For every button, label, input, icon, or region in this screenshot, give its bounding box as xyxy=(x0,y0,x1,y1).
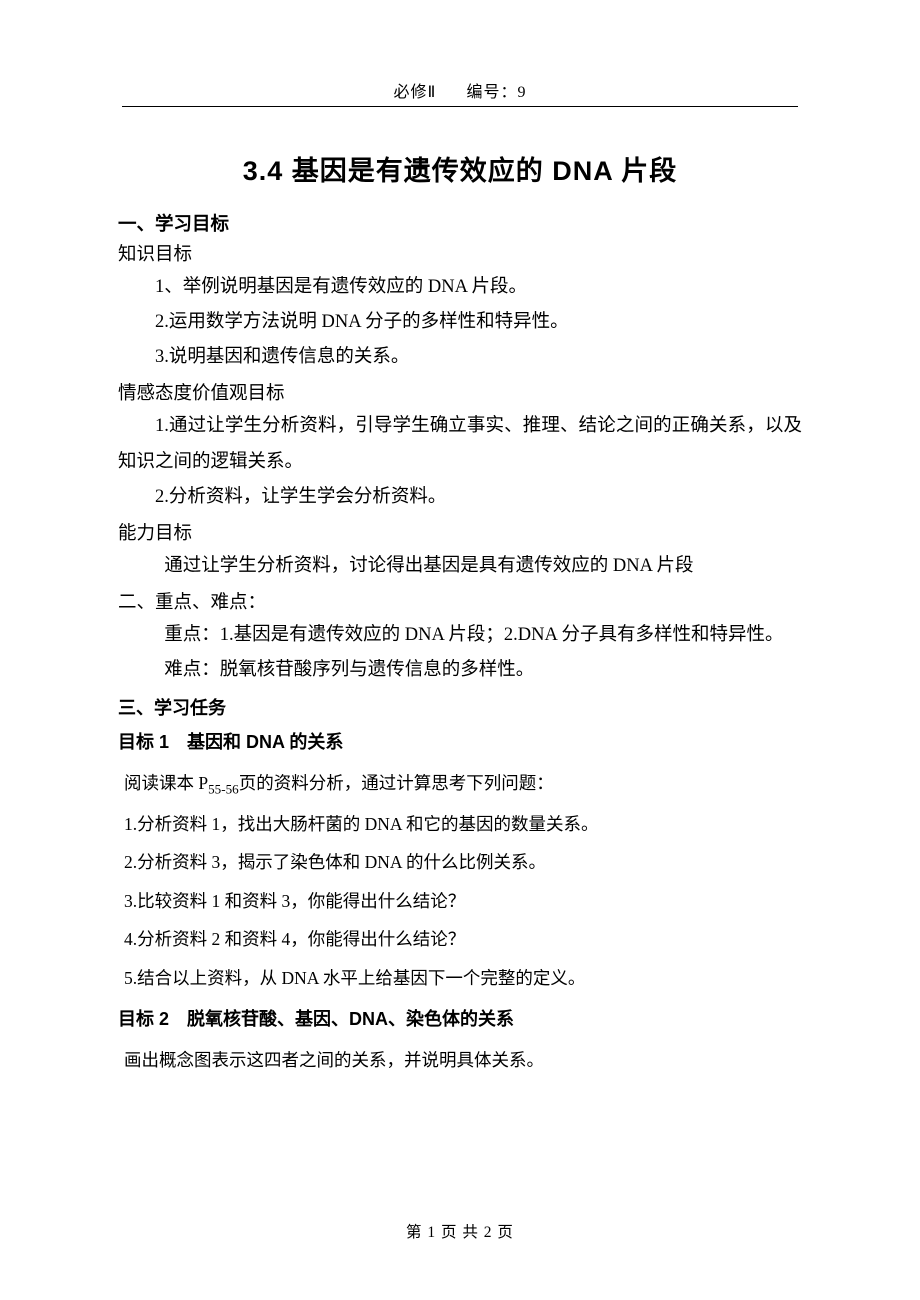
header-number: 编号：9 xyxy=(466,84,526,101)
section-3-heading: 三、学习任务 xyxy=(118,694,802,720)
goal-1-intro-post: 页的资料分析，通过计算思考下列问题： xyxy=(239,773,554,793)
affect-item-1: 1.通过让学生分析资料，引导学生确立事实、推理、结论之间的正确关系，以及知识之间… xyxy=(118,409,802,479)
goal-1-intro-sub: 55-56 xyxy=(208,782,239,797)
ability-text: 通过让学生分析资料，讨论得出基因是具有遗传效应的 DNA 片段 xyxy=(118,549,802,584)
page-footer: 第 1 页 共 2 页 xyxy=(0,1220,920,1242)
goal-1-item-2: 2.分析资料 3，揭示了染色体和 DNA 的什么比例关系。 xyxy=(124,843,802,882)
document-title: 3.4 基因是有遗传效应的 DNA 片段 xyxy=(118,149,802,188)
key-points: 重点：1.基因是有遗传效应的 DNA 片段；2.DNA 分子具有多样性和特异性。 xyxy=(118,618,802,653)
goal-1-intro-pre: 阅读课本 P xyxy=(124,773,208,793)
knowledge-item-1: 1、举例说明基因是有遗传效应的 DNA 片段。 xyxy=(118,270,802,305)
goal-1-item-3: 3.比较资料 1 和资料 3，你能得出什么结论？ xyxy=(124,882,802,921)
knowledge-goals-heading: 知识目标 xyxy=(118,240,802,266)
page-header: 必修Ⅱ 编号：9 xyxy=(122,78,798,107)
goal-1-item-1: 1.分析资料 1，找出大肠杆菌的 DNA 和它的基因的数量关系。 xyxy=(124,805,802,844)
page: 必修Ⅱ 编号：9 3.4 基因是有遗传效应的 DNA 片段 一、学习目标 知识目… xyxy=(0,0,920,1300)
section-1-heading: 一、学习目标 xyxy=(118,210,802,236)
header-module: 必修Ⅱ xyxy=(394,84,437,101)
goal-1-item-5: 5.结合以上资料，从 DNA 水平上给基因下一个完整的定义。 xyxy=(124,959,802,998)
difficult-points: 难点：脱氧核苷酸序列与遗传信息的多样性。 xyxy=(118,653,802,688)
affect-goals-heading: 情感态度价值观目标 xyxy=(118,379,802,405)
affect-item-2: 2.分析资料，让学生学会分析资料。 xyxy=(118,480,802,515)
goal-1-intro: 阅读课本 P55-56页的资料分析，通过计算思考下列问题： xyxy=(124,764,802,804)
goal-2-heading: 目标 2 脱氧核苷酸、基因、DNA、染色体的关系 xyxy=(118,1005,802,1031)
knowledge-item-3: 3.说明基因和遗传信息的关系。 xyxy=(118,340,802,375)
goal-2-intro: 画出概念图表示这四者之间的关系，并说明具体关系。 xyxy=(124,1041,802,1080)
goal-1-heading: 目标 1 基因和 DNA 的关系 xyxy=(118,728,802,754)
section-2-heading: 二、重点、难点： xyxy=(118,588,802,614)
knowledge-item-2: 2.运用数学方法说明 DNA 分子的多样性和特异性。 xyxy=(118,305,802,340)
goal-1-item-4: 4.分析资料 2 和资料 4，你能得出什么结论？ xyxy=(124,920,802,959)
ability-goals-heading: 能力目标 xyxy=(118,519,802,545)
